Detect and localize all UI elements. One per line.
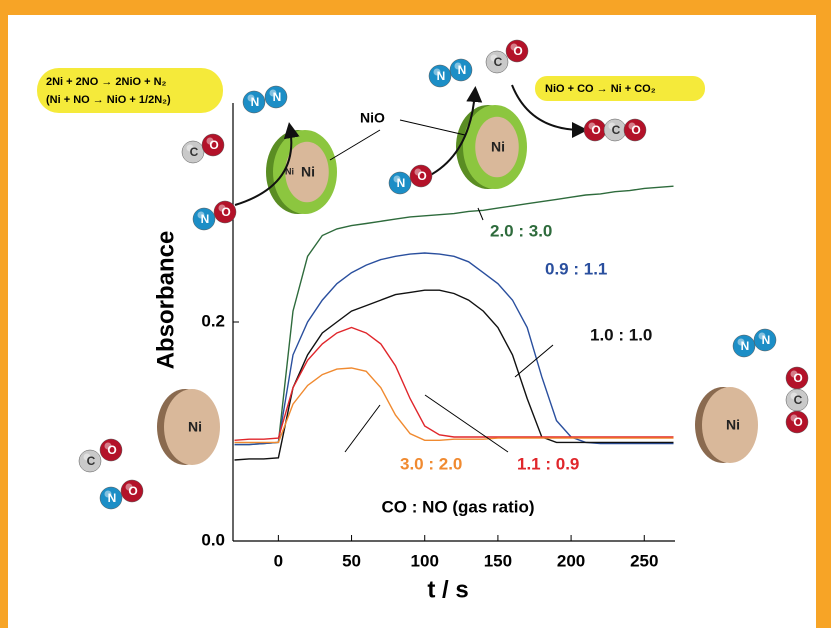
atom-label: O [793, 415, 802, 429]
x-axis-title: t / s [427, 576, 468, 603]
atom-label: N [201, 212, 210, 226]
atom-label: O [221, 205, 230, 219]
x-tick-label: 150 [484, 551, 512, 570]
atom-label: N [397, 176, 406, 190]
legend-label: 1.1 : 0.9 [517, 454, 579, 473]
atom-label: N [458, 63, 467, 77]
equation: NiO + CO → Ni + CO₂ [545, 83, 656, 95]
x-tick-label: 0 [274, 551, 283, 570]
y-tick-label: 0.0 [201, 530, 225, 549]
atom-label: C [87, 454, 96, 468]
equation: (Ni + NO → NiO + 1/2N₂) [46, 94, 171, 106]
atom-label: O [209, 138, 218, 152]
legend-title: CO : NO (gas ratio) [381, 497, 534, 516]
atom-label: C [190, 145, 199, 159]
atom-label: O [591, 123, 600, 137]
nio-label: NiO [360, 110, 385, 126]
atom-label: N [741, 339, 750, 353]
disk-label: Ni [301, 164, 315, 180]
x-tick-label: 200 [557, 551, 585, 570]
atom-label: N [108, 491, 117, 505]
x-tick-label: 250 [630, 551, 658, 570]
atom-label: C [494, 55, 503, 69]
y-tick-label: 0.2 [201, 311, 225, 330]
atom-label: N [273, 90, 282, 104]
legend-label: 1.0 : 1.0 [590, 325, 652, 344]
atom-label: O [417, 169, 426, 183]
legend-label: 0.9 : 1.1 [545, 259, 607, 278]
atom-label: C [794, 393, 803, 407]
x-tick-label: 100 [411, 551, 439, 570]
disk-label: Ni [188, 419, 202, 435]
equation-bubble [37, 68, 223, 113]
atom-label: C [612, 123, 621, 137]
atom-label: N [762, 333, 771, 347]
atom-label: N [251, 95, 260, 109]
equation: 2Ni + 2NO → 2NiO + N₂ [46, 76, 167, 88]
legend-label: 2.0 : 3.0 [490, 221, 552, 240]
atom-label: O [793, 371, 802, 385]
x-tick-label: 50 [342, 551, 361, 570]
atom-label: N [437, 69, 446, 83]
atom-label: O [128, 484, 137, 498]
atom-label: O [107, 443, 116, 457]
disk-label: Ni [726, 417, 740, 433]
figure: 0 50 100 150 200 250 0.0 0.2 t / s Absorbance 2.0 … [0, 0, 831, 628]
legend-label: 3.0 : 2.0 [400, 454, 462, 473]
y-axis-title: Absorbance [152, 231, 179, 370]
atom-label: O [631, 123, 640, 137]
atom-label: O [513, 44, 522, 58]
disk-label: Ni [491, 139, 505, 155]
